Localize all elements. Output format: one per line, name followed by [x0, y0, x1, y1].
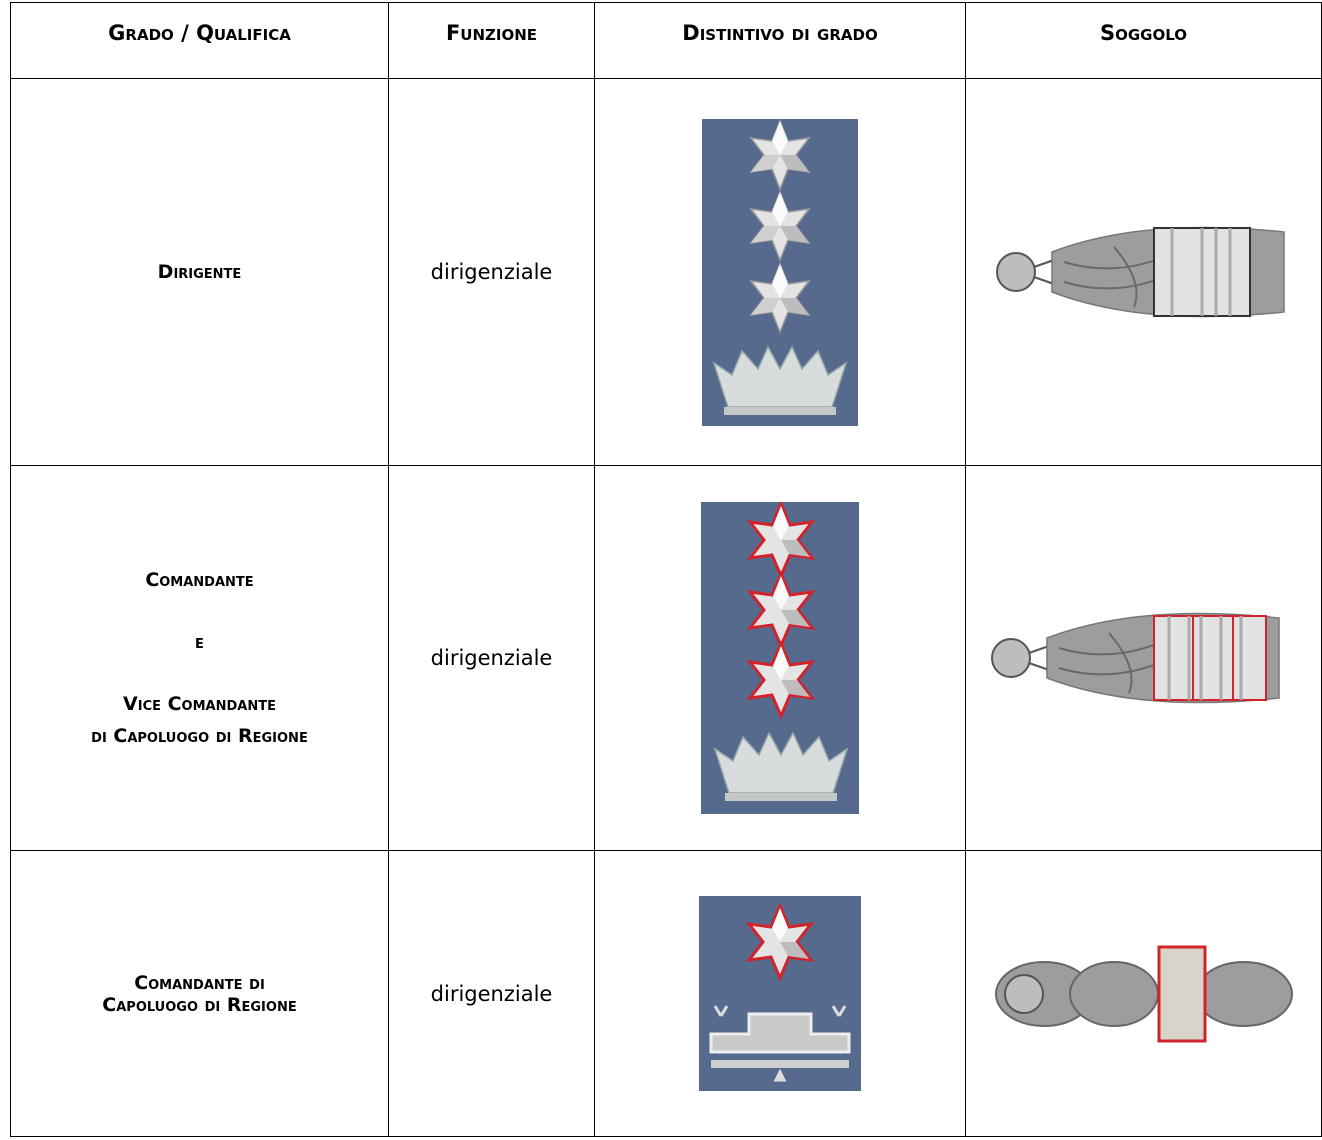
chinstrap-cell [965, 850, 1322, 1137]
insignia [702, 118, 858, 426]
grade-table: Grado / Qualifica Funzione Distintivo di… [10, 2, 1322, 1137]
insignia-cell [594, 850, 966, 1137]
row: Dirigente dirigenziale [10, 78, 1322, 466]
function-cell: dirigenziale [388, 850, 595, 1137]
insignia [701, 502, 859, 814]
header-cell: Grado / Qualifica [10, 2, 389, 79]
chinstrap-cell [965, 78, 1322, 466]
row: Comandante di Capoluogo di Regione dirig… [10, 850, 1322, 1137]
grade-line: Comandante [145, 569, 254, 591]
grade-line: Dirigente [157, 261, 242, 283]
chinstrap [990, 612, 1280, 704]
chinstrap [995, 226, 1285, 318]
grade-line: Vice Comandante [123, 693, 276, 715]
header-row: Grado / Qualifica Funzione Distintivo di… [10, 2, 1322, 79]
row: Comandante e Vice Comandante di Capoluog… [10, 465, 1322, 851]
grade-line: di Capoluogo di Regione [91, 725, 308, 747]
grade-cell: Comandante e Vice Comandante di Capoluog… [10, 465, 389, 851]
insignia-cell [594, 465, 966, 851]
grade-cell: Comandante di Capoluogo di Regione [10, 850, 389, 1137]
chinstrap-cell [965, 465, 1322, 851]
insignia-cell [594, 78, 966, 466]
header-cell: Funzione [388, 2, 595, 79]
function-cell: dirigenziale [388, 78, 595, 466]
grade-line: e [195, 631, 204, 653]
header-cell: Soggolo [965, 2, 1322, 79]
header-cell: Distintivo di grado [594, 2, 966, 79]
function-cell: dirigenziale [388, 465, 595, 851]
chinstrap [994, 945, 1293, 1042]
insignia [699, 896, 861, 1091]
grade-line: Comandante di [134, 971, 265, 994]
grade-line: Capoluogo di Regione [102, 993, 297, 1016]
grade-cell: Dirigente [10, 78, 389, 466]
